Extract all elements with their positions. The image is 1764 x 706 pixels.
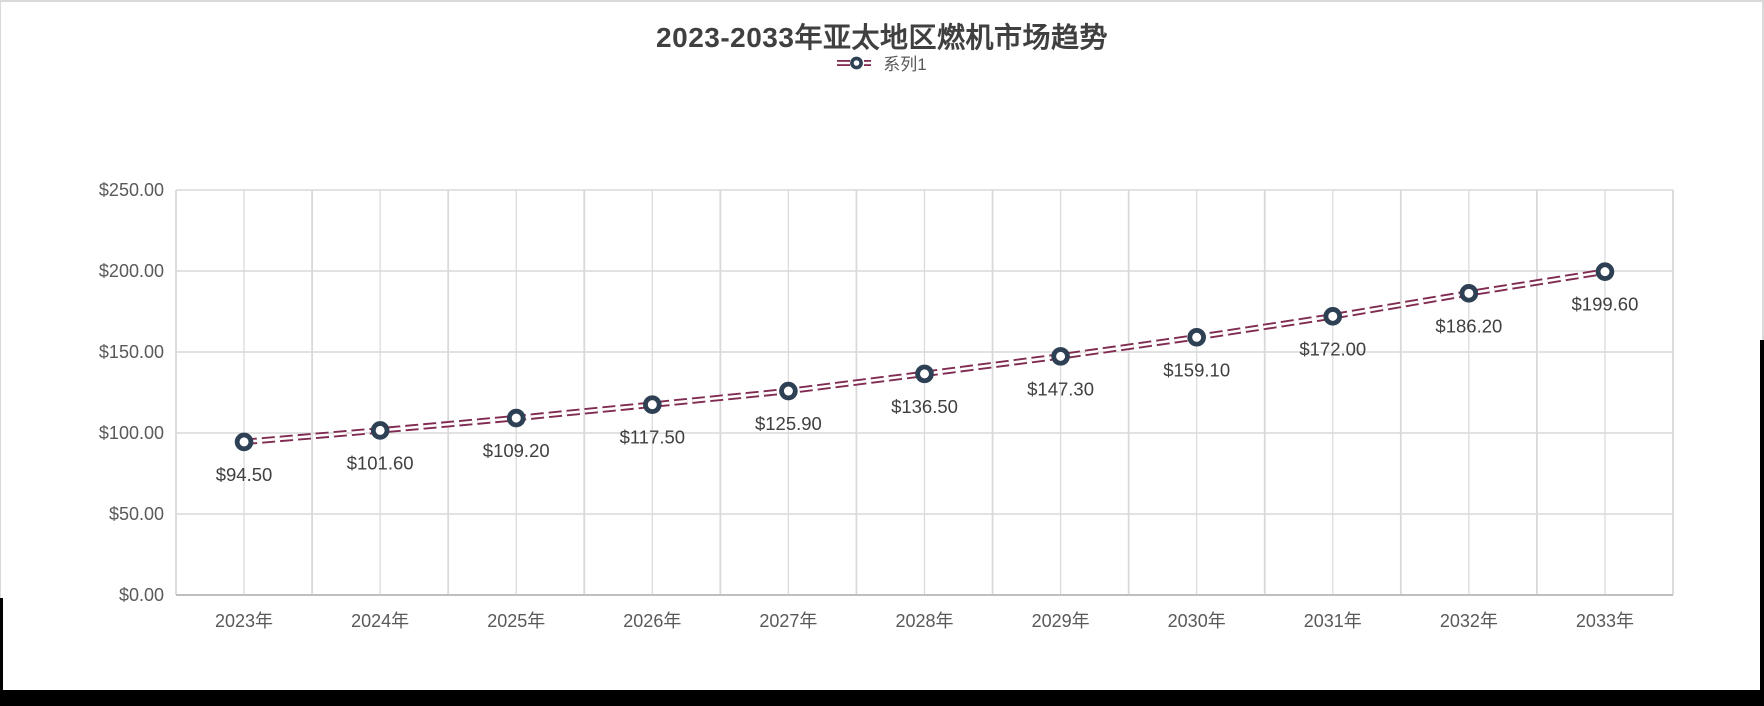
window-edge-left: [0, 0, 1, 706]
chart-title: 2023-2033年亚太地区燃机市场趋势: [656, 22, 1108, 53]
data-point-2024年: [370, 421, 390, 440]
data-label-2030年: $159.10: [1163, 359, 1230, 380]
data-label-2033年: $199.60: [1572, 294, 1639, 315]
x-axis-labels: 2023年 2024年 2025年 2026年 2027年 2028年 2029年 2030年…: [215, 611, 1634, 631]
x-tick-label-2033年: 2033年: [1576, 611, 1634, 631]
x-tick-label-2032年: 2032年: [1440, 611, 1498, 631]
y-tick-label: $250.00: [99, 180, 164, 200]
data-label-2027年: $125.90: [755, 413, 822, 434]
data-point-2025年: [506, 408, 526, 428]
data-label-2023年: $94.50: [216, 464, 273, 485]
x-tick-label-2026年: 2026年: [623, 611, 681, 631]
x-tick-label-2023年: 2023年: [215, 611, 273, 631]
taskbar-strip: [0, 690, 1764, 706]
x-tick-label-2031年: 2031年: [1304, 611, 1362, 631]
data-point-2031年: [1323, 307, 1343, 326]
x-tick-label-2030年: 2030年: [1168, 611, 1226, 631]
y-axis-labels: $0.00 $50.00 $100.00 $150.00 $200.00 $250.00: [99, 180, 164, 605]
series-series1: [243, 268, 1606, 446]
data-label-2032年: $186.20: [1435, 315, 1502, 336]
data-label-2029年: $147.30: [1027, 378, 1094, 399]
window-edge-top: [0, 0, 1764, 2]
series-line-legend-icon: [837, 56, 872, 69]
x-tick-label-2024年: 2024年: [351, 611, 409, 631]
y-tick-label: $200.00: [99, 261, 164, 281]
horizontal-gridlines: [176, 189, 1673, 515]
window-edge-right-lower: [1760, 340, 1764, 692]
data-point-2030年: [1187, 327, 1206, 347]
x-tick-label-2028年: 2028年: [895, 611, 953, 631]
y-tick-label: $50.00: [109, 504, 164, 524]
y-tick-label: $0.00: [119, 585, 164, 605]
data-point-2029年: [1051, 347, 1070, 366]
legend-series-label: 系列1: [883, 55, 927, 74]
x-tick-label-2029年: 2029年: [1032, 611, 1090, 631]
data-point-2027年: [779, 381, 798, 401]
window-edge-left-lower: [0, 598, 3, 690]
legend[interactable]: 系列1: [0, 50, 1764, 75]
y-tick-label: $100.00: [99, 423, 164, 443]
data-label-2025年: $109.20: [483, 440, 550, 461]
y-tick-label: $150.00: [99, 342, 164, 362]
series-markers: [234, 262, 1615, 452]
series-line-core: [243, 270, 1606, 444]
data-labels: $94.50 $101.60 $109.20 $117.50 $125.90 $136.5…: [216, 294, 1639, 485]
data-point-2023年: [234, 432, 254, 452]
data-label-2024年: $101.60: [347, 452, 414, 473]
data-point-2026年: [643, 395, 662, 414]
x-tick-label-2027年: 2027年: [759, 611, 817, 631]
data-label-2031年: $172.00: [1299, 338, 1366, 359]
data-point-2028年: [915, 364, 934, 384]
data-point-2032年: [1459, 284, 1479, 303]
data-label-2026年: $117.50: [620, 427, 686, 448]
data-point-2033年: [1595, 262, 1615, 281]
window-edge-right: [1762, 0, 1764, 340]
x-tick-label-2025年: 2025年: [487, 611, 545, 631]
data-label-2028年: $136.50: [891, 396, 958, 417]
vertical-gridlines: [175, 190, 1674, 595]
